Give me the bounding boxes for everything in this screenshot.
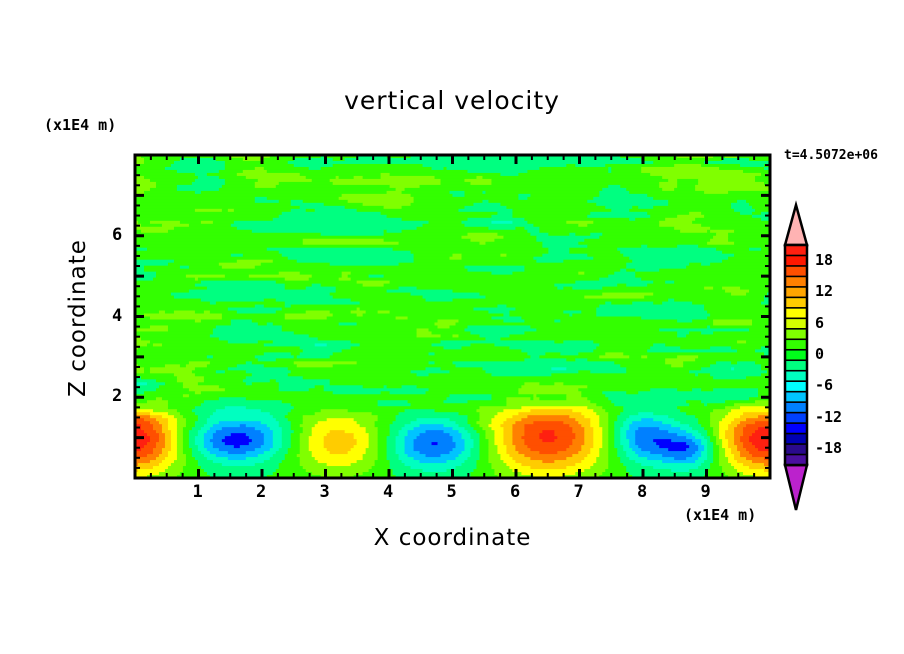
page-title: vertical velocity bbox=[344, 86, 560, 115]
axis-decorations bbox=[133, 153, 772, 480]
colorbar-tick-label: 0 bbox=[815, 345, 825, 363]
z-axis-unit-label: (x1E4 m) bbox=[44, 116, 117, 134]
x-tick-label: 6 bbox=[510, 482, 521, 502]
x-tick-label: 4 bbox=[383, 482, 394, 502]
x-tick-label: 1 bbox=[192, 482, 203, 502]
x-tick-label: 8 bbox=[637, 482, 648, 502]
colorbar[interactable] bbox=[780, 200, 904, 520]
y-tick-label: 6 bbox=[112, 224, 123, 245]
y-axis-title: Z coordinate bbox=[65, 239, 91, 397]
colorbar-tick-label: 6 bbox=[815, 313, 825, 332]
x-tick-label: 3 bbox=[319, 482, 330, 502]
x-tick-label: 7 bbox=[573, 482, 584, 502]
contour-field bbox=[135, 155, 770, 478]
y-tick-label: 4 bbox=[112, 305, 123, 326]
y-tick-label: 2 bbox=[112, 386, 123, 407]
x-tick-label: 2 bbox=[256, 482, 267, 502]
colorbar-tick-label: 18 bbox=[815, 250, 834, 269]
colorbar-tick-label: 12 bbox=[815, 282, 834, 301]
time-annotation: t=4.5072e+06 bbox=[784, 148, 878, 163]
x-axis-unit-label: (x1E4 m) bbox=[684, 506, 757, 524]
contour-plot-area[interactable] bbox=[135, 155, 770, 478]
colorbar-tick-label: -12 bbox=[815, 407, 843, 426]
colorbar-tick-label: -6 bbox=[815, 376, 834, 395]
x-tick-label: 5 bbox=[446, 482, 457, 502]
colorbar-tick-label: -18 bbox=[815, 439, 843, 458]
x-axis-title: X coordinate bbox=[373, 525, 532, 551]
x-tick-label: 9 bbox=[700, 482, 711, 502]
